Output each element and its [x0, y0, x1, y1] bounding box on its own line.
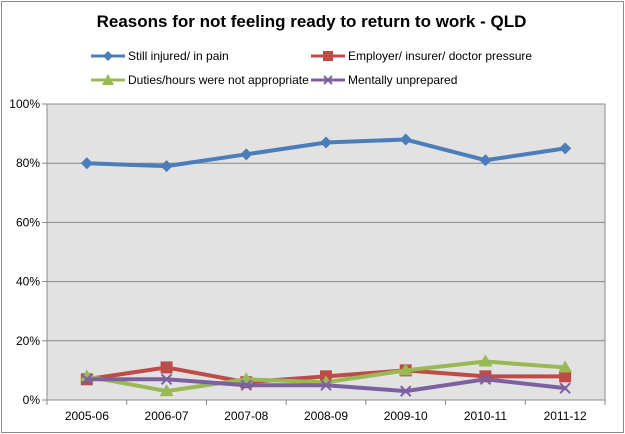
data-point — [559, 382, 571, 394]
y-tick-label: 0% — [23, 393, 41, 407]
data-point — [320, 136, 332, 149]
data-point — [559, 370, 572, 383]
legend-label: Duties/hours were not appropriate — [128, 73, 309, 87]
data-point — [160, 373, 173, 385]
x-tick-label: 2008-09 — [304, 409, 348, 423]
x-tick-label: 2010-11 — [464, 409, 507, 423]
data-point — [240, 148, 253, 161]
y-tick-label: 20% — [16, 334, 40, 348]
y-tick-label: 80% — [16, 156, 40, 170]
data-point — [558, 360, 573, 373]
x-tick-label: 2009-10 — [384, 409, 428, 423]
legend-marker-diamond — [91, 51, 125, 61]
data-point — [398, 363, 413, 376]
y-tick-label: 100% — [9, 97, 40, 111]
y-tick-label: 60% — [16, 215, 40, 229]
data-point — [479, 154, 492, 167]
data-point — [80, 157, 93, 170]
data-point — [479, 373, 492, 385]
data-point — [399, 133, 412, 146]
data-point — [160, 160, 173, 173]
x-tick-label: 2007-08 — [224, 409, 268, 423]
data-point — [159, 384, 174, 397]
legend-marker-triangle — [91, 74, 125, 85]
data-point — [160, 361, 173, 374]
legend-marker-square — [311, 51, 345, 61]
x-tick-label: 2006-07 — [145, 409, 189, 423]
data-point — [81, 373, 93, 385]
data-point — [400, 385, 412, 397]
chart-title: Reasons for not feeling ready to return … — [96, 12, 527, 31]
x-tick-label: 2005-06 — [65, 409, 109, 423]
data-point — [240, 379, 252, 391]
y-tick-label: 40% — [16, 275, 40, 289]
legend-label: Employer/ insurer/ doctor pressure — [348, 49, 533, 63]
data-point — [320, 379, 332, 391]
legend-label: Still injured/ in pain — [128, 49, 229, 63]
legend-marker-x — [311, 75, 345, 85]
x-tick-label: 2011-12 — [544, 409, 587, 423]
plot-area — [46, 103, 606, 401]
legend-label: Mentally unprepared — [348, 73, 458, 87]
data-point — [478, 354, 493, 367]
data-point — [559, 142, 572, 155]
